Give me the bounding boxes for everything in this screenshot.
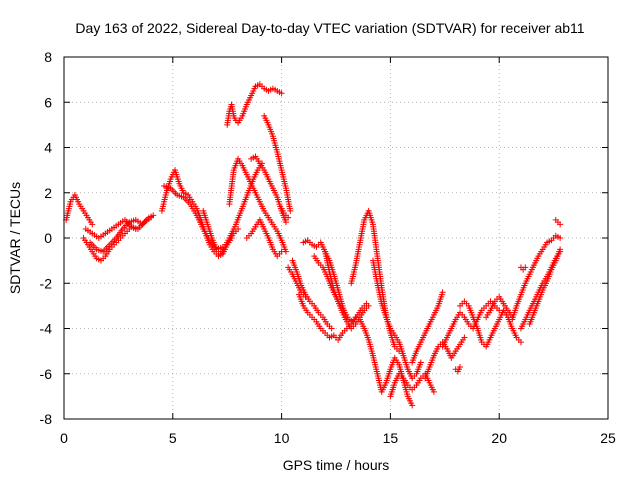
series-arc21 [369,257,424,382]
data-point [409,402,416,409]
data-point [235,225,242,232]
series-arc28 [509,232,564,323]
series-arc13 [200,207,242,257]
y-tick-label: -2 [40,275,53,291]
data-point [363,300,370,307]
series-arc35 [278,205,292,221]
data-point [278,90,285,97]
data-point [302,293,309,300]
series-arc31 [552,216,564,228]
y-tick-label: 6 [44,94,52,110]
data-point [328,325,335,332]
axis-ticks: 0 5 10 15 20 25 -8 -6 -4 -2 0 2 4 6 8 [40,49,616,446]
x-tick-label: 20 [491,430,507,446]
series-arc4 [82,214,155,241]
series-arc23 [422,334,468,382]
series-arc6 [161,182,226,253]
data-point [461,334,468,341]
series-arc33 [452,363,464,375]
y-tick-label: 0 [44,230,52,246]
chart-title: Day 163 of 2022, Sidereal Day-to-day VTE… [75,20,584,36]
data-point [522,264,529,271]
y-tick-label: 8 [44,49,52,65]
data-point [89,221,96,228]
series-arc8 [235,81,285,126]
series-arc34 [285,264,309,300]
series-arc3 [87,212,157,255]
x-tick-label: 25 [600,430,616,446]
data-point [285,214,292,221]
data-point [557,221,564,228]
series-arc25 [439,298,503,350]
series-arc32 [517,264,529,273]
series-arc2 [80,223,139,264]
x-tick-label: 0 [60,430,68,446]
x-axis-label: GPS time / hours [283,457,390,473]
series-arc11 [261,112,294,214]
y-axis-label: SDTVAR / TECUs [7,182,23,294]
y-tick-label: 4 [44,140,52,156]
data-point [430,388,437,395]
data-point [557,246,564,253]
data-point [282,219,289,226]
data-point [259,160,266,167]
y-tick-label: -6 [40,366,53,382]
x-tick-label: 5 [169,430,177,446]
grid [64,57,608,419]
y-tick-label: -4 [40,321,53,337]
data-point [439,289,446,296]
series-arc27 [483,293,516,321]
series-arc9 [226,155,289,255]
data-point [278,248,285,255]
series-arc36 [311,253,370,325]
data-point [287,207,294,214]
x-tick-label: 10 [274,430,290,446]
y-tick-label: -8 [40,411,53,427]
y-tick-label: 2 [44,185,52,201]
data-point [417,359,424,366]
x-tick-label: 15 [383,430,399,446]
series-arc26 [457,298,524,350]
data-point [517,339,524,346]
series-arc30 [526,246,564,327]
data-point [557,235,564,241]
data-point [457,363,464,370]
data-points [63,81,564,409]
series-arc24 [409,289,446,366]
series-arc14 [243,216,285,260]
series-arc1 [63,192,96,228]
data-point [148,214,155,221]
series-arc22 [387,370,437,400]
